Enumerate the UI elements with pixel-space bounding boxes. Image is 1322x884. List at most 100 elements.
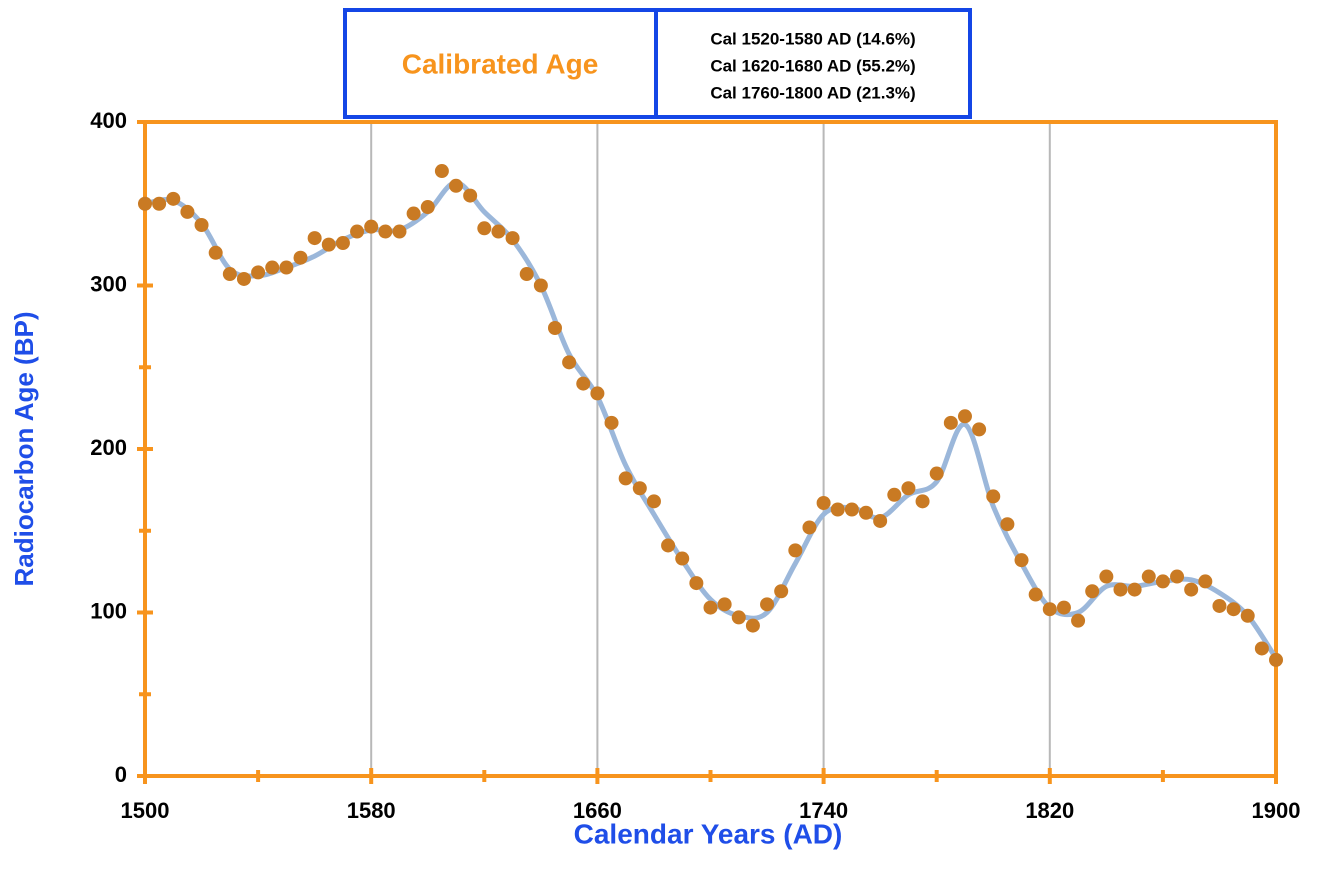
data-point: [463, 188, 478, 203]
data-point: [972, 422, 987, 437]
data-point: [1155, 574, 1170, 589]
data-point: [675, 551, 690, 566]
data-point: [222, 267, 237, 282]
data-point: [986, 489, 1001, 504]
data-point: [1071, 613, 1086, 628]
curve: [144, 179, 1279, 660]
x-tick-label: 1740: [799, 798, 848, 823]
data-point: [265, 260, 280, 275]
data-point: [1198, 574, 1213, 589]
data-point: [236, 271, 251, 286]
data-point: [378, 224, 393, 239]
data-point: [279, 260, 294, 275]
data-point: [1099, 569, 1114, 584]
data-point: [350, 224, 365, 239]
data-point: [321, 237, 336, 252]
data-point: [166, 191, 181, 206]
data-point: [491, 224, 506, 239]
data-point: [1269, 652, 1283, 667]
data-point: [1141, 569, 1156, 584]
data-point: [830, 502, 845, 517]
data-point: [1056, 600, 1071, 615]
y-axis-label: Radiocarbon Age (BP): [9, 312, 39, 587]
x-axis-label: Calendar Years (AD): [574, 818, 843, 849]
data-point: [519, 267, 534, 282]
data-point: [152, 196, 167, 211]
y-tick-label: 100: [90, 598, 127, 623]
data-point: [562, 355, 577, 370]
data-point: [1254, 641, 1269, 656]
data-point: [957, 409, 972, 424]
x-tick-label: 1580: [347, 798, 396, 823]
data-point: [915, 494, 930, 509]
y-tick-label: 400: [90, 108, 127, 133]
data-point: [745, 618, 760, 633]
data-point: [901, 481, 916, 496]
data-point: [604, 415, 619, 430]
data-point: [873, 513, 888, 528]
data-point: [1113, 582, 1128, 597]
data-point: [138, 196, 152, 211]
data-point: [1226, 602, 1241, 617]
data-point: [943, 415, 958, 430]
data-point: [533, 278, 548, 293]
data-point: [449, 178, 464, 193]
data-point: [887, 487, 902, 502]
data-point: [505, 231, 520, 246]
data-point: [646, 494, 661, 509]
data-point: [590, 386, 605, 401]
annotation: Cal 1520-1580 AD (14.6%): [710, 29, 915, 48]
data-point: [1085, 584, 1100, 599]
data-point: [859, 505, 874, 520]
data-point: [1042, 602, 1057, 617]
y-tick-label: 300: [90, 271, 127, 296]
data-point: [1028, 587, 1043, 602]
annotation: Cal 1760-1800 AD (21.3%): [710, 83, 915, 102]
data-point: [406, 206, 421, 221]
data-point: [717, 597, 732, 612]
data-point: [547, 321, 562, 336]
data-point: [1184, 582, 1199, 597]
data-point: [434, 164, 449, 179]
data-point: [1240, 608, 1255, 623]
data-point: [618, 471, 633, 486]
data-point: [774, 584, 789, 599]
data-point: [661, 538, 676, 553]
y-tick-label: 0: [115, 762, 127, 787]
annotation-title: Calibrated Age: [402, 48, 599, 79]
data-point: [1170, 569, 1185, 584]
data-point: [731, 610, 746, 625]
x-tick-label: 1900: [1252, 798, 1301, 823]
data-point: [689, 576, 704, 591]
data-point: [632, 481, 647, 496]
plot-frame: [143, 120, 1278, 778]
data-point: [477, 221, 492, 236]
data-point: [1014, 553, 1029, 568]
data-point: [335, 235, 350, 250]
x-tick-label: 1820: [1025, 798, 1074, 823]
data-point: [929, 466, 944, 481]
data-point: [576, 376, 591, 391]
data-point: [293, 250, 308, 265]
data-point: [208, 245, 223, 260]
data-point: [420, 200, 435, 215]
data-point: [703, 600, 718, 615]
annotation-box: [654, 8, 972, 119]
data-point: [194, 218, 209, 233]
data-point: [760, 597, 775, 612]
data-point: [307, 231, 322, 246]
data-point: [251, 265, 266, 280]
data-point: [364, 219, 379, 234]
data-point: [802, 520, 817, 535]
x-tick-label: 1500: [121, 798, 170, 823]
data-point: [844, 502, 859, 517]
data-point: [788, 543, 803, 558]
data-point: [816, 495, 831, 510]
annotation: Cal 1620-1680 AD (55.2%): [710, 56, 915, 75]
y-tick-label: 200: [90, 435, 127, 460]
data-point: [1212, 598, 1227, 613]
data-point: [180, 204, 195, 219]
x-tick-label: 1660: [573, 798, 622, 823]
data-point: [1127, 582, 1142, 597]
